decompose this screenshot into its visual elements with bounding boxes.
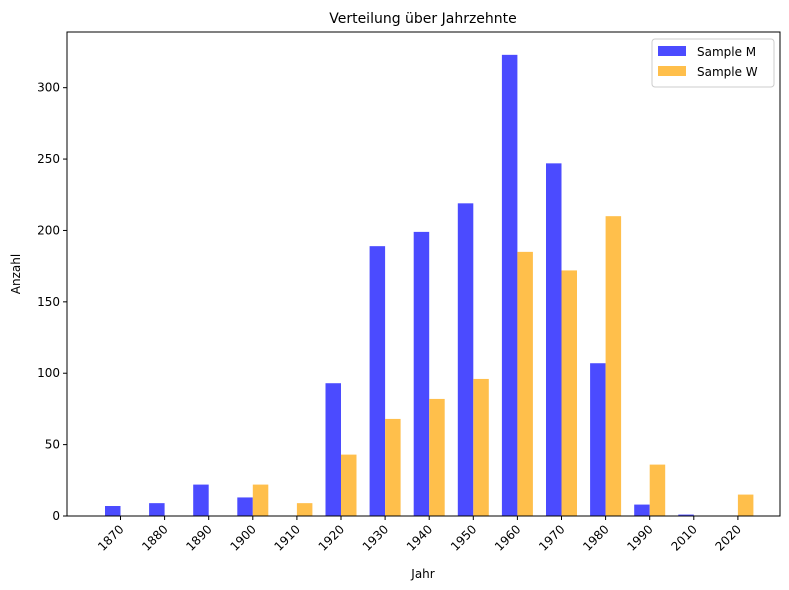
legend-swatch-sample-m xyxy=(658,46,686,56)
bar-sample-w-1900 xyxy=(252,484,269,516)
x-tick-label: 1970 xyxy=(536,522,567,553)
bars-group xyxy=(105,54,754,517)
x-axis: 1870 1880 1890 1900 1910 1920 1930 1940 1950 1960… xyxy=(95,516,744,554)
y-tick-label: 100 xyxy=(37,366,60,380)
x-tick-label: 1890 xyxy=(183,522,214,553)
x-axis-label: Jahr xyxy=(410,567,434,581)
x-tick-label: 2010 xyxy=(668,522,699,553)
x-tick-label: 1880 xyxy=(139,522,170,553)
bar-sample-m-1950 xyxy=(457,203,474,516)
chart-title: Verteilung über Jahrzehnte xyxy=(329,11,517,27)
bar-sample-m-1930 xyxy=(369,246,386,516)
bar-sample-w-2020 xyxy=(737,494,754,516)
x-tick-label: 1900 xyxy=(227,522,258,553)
legend-label-sample-w: Sample W xyxy=(697,65,758,79)
y-axis-label: Anzahl xyxy=(9,254,23,294)
bar-sample-m-2010 xyxy=(678,514,694,516)
x-tick-label: 1940 xyxy=(404,522,435,553)
bar-sample-m-1960 xyxy=(501,54,518,516)
y-tick-label: 0 xyxy=(52,509,60,523)
plot-frame xyxy=(66,31,781,517)
x-tick-label: 1870 xyxy=(95,522,126,553)
bar-sample-w-1970 xyxy=(561,270,577,516)
y-tick-label: 150 xyxy=(37,295,60,309)
bar-sample-m-1870 xyxy=(105,506,121,516)
y-tick-label: 200 xyxy=(37,223,60,237)
legend-swatch-sample-w xyxy=(658,66,686,76)
x-tick-label: 1930 xyxy=(360,522,391,553)
y-tick-label: 300 xyxy=(37,81,60,95)
bar-sample-w-1990 xyxy=(649,464,666,516)
x-tick-label: 1950 xyxy=(448,522,479,553)
bar-sample-w-1950 xyxy=(473,378,489,516)
bar-sample-m-1940 xyxy=(413,231,430,516)
x-tick-label: 2020 xyxy=(713,522,744,553)
x-tick-label: 1990 xyxy=(624,522,655,553)
bar-sample-m-1900 xyxy=(237,497,253,516)
bar-sample-w-1940 xyxy=(429,398,445,516)
bar-sample-m-1980 xyxy=(590,363,606,516)
bar-sample-m-1880 xyxy=(149,503,165,516)
legend-label-sample-m: Sample M xyxy=(697,45,756,59)
x-tick-label: 1960 xyxy=(492,522,523,553)
bar-sample-w-1960 xyxy=(517,251,533,516)
bar-sample-w-1980 xyxy=(605,216,622,516)
bar-sample-w-1920 xyxy=(341,454,357,516)
bar-sample-m-1970 xyxy=(546,163,562,517)
y-tick-label: 250 xyxy=(37,152,60,166)
bar-sample-w-1930 xyxy=(385,418,401,516)
bar-sample-m-1990 xyxy=(634,504,650,516)
legend: Sample M Sample W xyxy=(651,38,775,88)
bar-sample-w-1910 xyxy=(296,503,313,516)
x-tick-label: 1920 xyxy=(316,522,347,553)
y-axis: 0 50 100 150 200 250 300 xyxy=(37,81,67,523)
y-tick-label: 50 xyxy=(45,438,60,452)
bar-sample-m-1890 xyxy=(193,484,209,516)
x-tick-label: 1910 xyxy=(272,522,303,553)
bar-sample-m-1920 xyxy=(325,383,341,516)
x-tick-label: 1980 xyxy=(580,522,611,553)
